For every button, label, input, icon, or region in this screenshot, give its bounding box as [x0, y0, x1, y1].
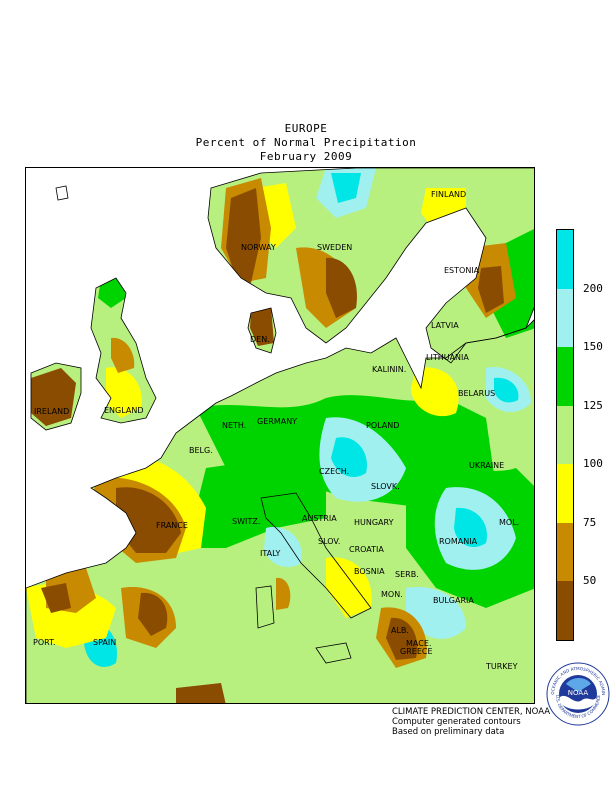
label-greece: GREECE — [400, 647, 433, 656]
label-neth: NETH. — [222, 421, 247, 430]
legend-tick-label: 125 — [583, 398, 603, 412]
label-turkey: TURKEY — [486, 662, 518, 671]
credits-block: CLIMATE PREDICTION CENTER, NOAA Computer… — [392, 707, 550, 737]
label-serb: SERB. — [395, 570, 419, 579]
legend-swatch — [557, 405, 573, 465]
legend-tick-label: 50 — [583, 574, 597, 588]
label-latvia: LATVIA — [431, 321, 459, 330]
label-ireland: IRELAND — [34, 407, 70, 416]
label-belarus: BELARUS — [458, 389, 496, 398]
legend-tick-label: 75 — [583, 515, 597, 529]
label-switz: SWITZ. — [232, 517, 261, 526]
legend-tick-label: 200 — [583, 281, 603, 295]
label-lithuania: LITHUANIA — [426, 353, 469, 362]
label-bulgaria: BULGARIA — [433, 596, 474, 605]
label-austria: AUSTRIA — [302, 514, 337, 523]
label-mol: MOL. — [499, 518, 520, 527]
label-england: ENGLAND — [104, 406, 144, 415]
color-legend — [556, 229, 574, 641]
map-title-region: EUROPE — [284, 122, 328, 135]
legend-swatch — [557, 581, 573, 640]
legend-swatch — [557, 288, 573, 348]
label-italy: ITALY — [260, 549, 281, 558]
label-czech: CZECH. — [319, 467, 350, 476]
label-spain: SPAIN — [93, 638, 117, 647]
label-port: PORT. — [33, 638, 56, 647]
label-croatia: CROATIA — [349, 545, 384, 554]
label-kalinin: KALININ. — [372, 365, 407, 374]
label-estonia: ESTONIA — [444, 266, 480, 275]
label-germany: GERMANY — [257, 417, 298, 426]
label-romania: ROMANIA — [439, 537, 478, 546]
legend-tick-label: 150 — [583, 340, 603, 354]
label-finland: FINLAND — [431, 190, 467, 199]
label-mon: MON. — [381, 590, 403, 599]
legend-swatch — [557, 464, 573, 523]
legend-tick-label: 100 — [583, 457, 603, 471]
label-belg: BELG. — [189, 446, 213, 455]
label-poland: POLAND — [366, 421, 400, 430]
label-norway: NORWAY — [241, 243, 276, 252]
legend-swatch — [557, 522, 573, 582]
label-den: DEN. — [250, 335, 270, 344]
legend-swatch — [557, 230, 573, 289]
credits-line-1: CLIMATE PREDICTION CENTER, NOAA — [392, 707, 551, 717]
label-mace: MACE. — [406, 639, 432, 648]
label-alb: ALB. — [391, 626, 409, 635]
label-hungary: HUNGARY — [354, 518, 394, 527]
map-title-block: EUROPE Percent of Normal Precipitation F… — [0, 122, 612, 164]
noaa-logo-text: NOAA — [568, 689, 589, 697]
label-sweden: SWEDEN — [317, 243, 353, 252]
map-title-period: February 2009 — [259, 150, 353, 163]
legend-swatch — [557, 347, 573, 406]
precipitation-map: FINLAND NORWAY SWEDEN ESTONIA LATVIA LIT… — [25, 167, 535, 704]
credits-line-2: Computer generated contours — [392, 717, 521, 727]
label-slov: SLOV. — [318, 537, 341, 546]
precipitation-map-canvas — [26, 168, 534, 703]
label-slovk: SLOVK. — [371, 482, 400, 491]
map-title-variable: Percent of Normal Precipitation — [195, 136, 417, 149]
label-ukraine: UKRAINE — [469, 461, 505, 470]
noaa-logo: NOAA NATIONAL OCEANIC AND ATMOSPHERIC AD… — [546, 662, 610, 726]
label-france: FRANCE — [156, 521, 188, 530]
label-bosnia: BOSNIA — [354, 567, 385, 576]
credits-line-3: Based on preliminary data — [392, 727, 505, 737]
